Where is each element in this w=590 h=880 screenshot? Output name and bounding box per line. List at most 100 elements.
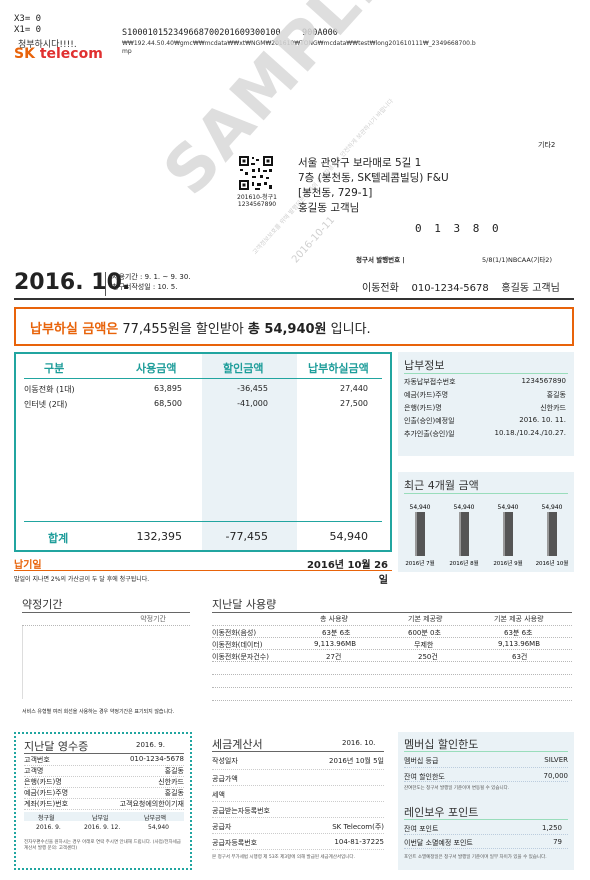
receipt-sub-header	[24, 812, 184, 821]
info-value: 1234567890	[521, 377, 566, 385]
total-rule	[24, 521, 382, 522]
row-usage: 68,500	[154, 399, 182, 408]
code-line: S100010152349668700201609300100	[122, 28, 281, 38]
chart-bar-highlight	[503, 512, 505, 556]
receipt-row: 은행(카드)명 신한카드	[24, 777, 184, 788]
qr-code-icon	[238, 155, 274, 191]
table-row: 인터넷 (2대) 68,500 -41,000 27,500	[16, 399, 390, 411]
panel-rule	[22, 612, 190, 613]
chart-bar	[459, 512, 469, 556]
code-suffix: 900A000	[302, 28, 338, 38]
receipt-sub-val: 54,940	[148, 824, 169, 831]
chart-value-label: 54,940	[542, 504, 563, 511]
tax-date: 2016. 10.	[342, 739, 376, 747]
qr-caption: 201610-청구1 1234567890	[234, 194, 280, 208]
receipt-value: 고객요청에의한이기재	[119, 800, 184, 808]
chart-bar	[503, 512, 513, 556]
row-rule	[212, 661, 572, 662]
tax-footer: 본 청구서 부가세법 시행령 제 53조 제3항에 의해 발급된 세금계산서입니…	[212, 855, 355, 860]
receipt-label: 고객명	[24, 767, 44, 775]
tax-row: 세액	[212, 786, 384, 802]
panel-rule	[404, 493, 568, 494]
chart-category-label: 2016년 10월	[536, 559, 569, 567]
usage-col: 기본 제공량	[408, 615, 443, 623]
info-value: 신한카드	[540, 404, 566, 412]
due-label: 납기일	[14, 560, 42, 571]
notice-suffix: 입니다.	[326, 322, 371, 337]
row-rule	[22, 625, 190, 626]
row-rule	[212, 674, 572, 675]
total-pay: 54,940	[329, 530, 369, 543]
usage-cell: 이동전화(음성)	[212, 629, 257, 637]
tax-row: 공급자등록번호 104-81-37225	[212, 834, 384, 850]
rainbow-title: 레인보우 포인트	[404, 806, 479, 819]
notice-middle: 77,455원을 할인받아	[118, 322, 248, 337]
receipt-label: 예금(카드)주명	[24, 789, 69, 797]
table-row: 이동전화 (1대) 63,895 -36,455 27,440	[16, 384, 390, 396]
chart-bar-highlight	[415, 512, 417, 556]
due-rule	[14, 570, 392, 571]
panel-rule	[212, 612, 572, 613]
panel-rule	[404, 751, 568, 752]
qr-caption-line: 201610-청구1	[237, 194, 277, 201]
payment-info-title: 납부정보	[404, 359, 445, 372]
info-row: 자동납부접수번호 1234567890	[398, 377, 574, 390]
info-label: 인출(승인)예정일	[404, 417, 455, 425]
usage-cell: 9,113.96MB	[498, 640, 541, 648]
chart-value-label: 54,940	[498, 504, 519, 511]
receipt-value: 홍길동	[164, 789, 184, 797]
usage-title: 지난달 사용량	[212, 598, 277, 611]
panel-rule	[24, 753, 184, 754]
amount-notice: 납부하실 금액은 77,455원을 할인받아 총 54,940원 입니다.	[14, 307, 574, 346]
chart-bar-highlight	[459, 512, 461, 556]
usage-cell: 이동전화(문자건수)	[212, 653, 269, 661]
postal-code: 0 1 3 8 0	[415, 222, 502, 235]
total-discount: -77,455	[225, 530, 268, 543]
receipt-value: 홍길동	[164, 767, 184, 775]
chart-title: 최근 4개월 금액	[404, 479, 479, 492]
info-row: 은행(카드)명 신한카드	[398, 403, 574, 416]
chart-category-label: 2016년 7월	[405, 559, 434, 567]
info-label: 은행(카드)명	[404, 404, 442, 412]
tax-label: 세액	[212, 791, 225, 799]
row-discount: -36,455	[237, 384, 268, 393]
customer-line: 이동전화 010-1234-5678 홍길동 고객님	[362, 283, 560, 294]
info-value: 10.18./10.24./10.27.	[494, 429, 566, 437]
path-line: ₩₩192.44.50.40₩gmc₩₩mcdata₩₩xt₩NGM₩20161…	[122, 40, 476, 47]
row-rule	[212, 700, 572, 701]
info-row: 인출(승인)예정일 2016. 10. 11.	[398, 416, 574, 429]
rainbow-row: 이번달 소멸예정 포인트 79	[404, 835, 568, 849]
col-header: 구분	[44, 362, 65, 375]
usage-cell: 63분 6초	[322, 629, 351, 637]
receipt-sub-col: 청구월	[38, 815, 55, 822]
usage-col: 총 사용량	[320, 615, 348, 623]
tax-row: 작성일자 2016년 10월 5일	[212, 754, 384, 770]
usage-cell: 250건	[418, 653, 438, 661]
usage-period: 사용기간 : 9. 1. ~ 9. 30.	[112, 273, 191, 281]
receipt-panel: 지난달 영수증 2016. 9. 고객번호 010-1234-5678 고객명 홍길…	[14, 732, 192, 870]
qr-code	[238, 155, 274, 191]
receipt-value: 신한카드	[158, 778, 184, 786]
tax-row: 공급자 SK Telecom(주)	[212, 818, 384, 834]
debug-text: X3= 0 X1= 0	[14, 14, 41, 36]
issue-date: 청구서작성일 : 10. 5.	[112, 283, 178, 291]
address-line: 7층 (봉천동, SK텔레콤빌딩) F&U	[298, 172, 449, 184]
notice-total: 총 54,940원	[247, 322, 327, 337]
chart-category-label: 2016년 9월	[493, 559, 522, 567]
bill-year: 2016.	[14, 270, 84, 295]
info-value: 홍길동	[546, 391, 566, 399]
rainbow-label: 이번달 소멸예정 포인트	[404, 839, 473, 847]
info-label: 추가인출(승인)일	[404, 430, 455, 438]
contract-panel: 약정기간 약정기간 서비스 유형별 여러 회선을 사용하는 경우 약정기간은 표…	[14, 590, 194, 718]
issue-number-value: 5/8(1/1)NBCAA(기타2)	[482, 256, 552, 264]
usage-cell: 9,113.96MB	[314, 640, 357, 648]
usage-cell: 27건	[326, 653, 342, 661]
table-header-row: 구분 사용금액 할인금액 납부하실금액	[16, 360, 390, 376]
header-rule	[14, 298, 574, 300]
receipt-row: 예금(카드)주명 홍길동	[24, 788, 184, 799]
row-pay: 27,500	[340, 399, 368, 408]
logo-telecom: telecom	[39, 46, 103, 62]
notice-prefix: 납부하실 금액은	[30, 322, 119, 337]
chart-value-label: 54,940	[454, 504, 475, 511]
usage-row: 이동전화(데이터) 9,113.96MB 무제한 9,113.96MB	[212, 637, 572, 649]
